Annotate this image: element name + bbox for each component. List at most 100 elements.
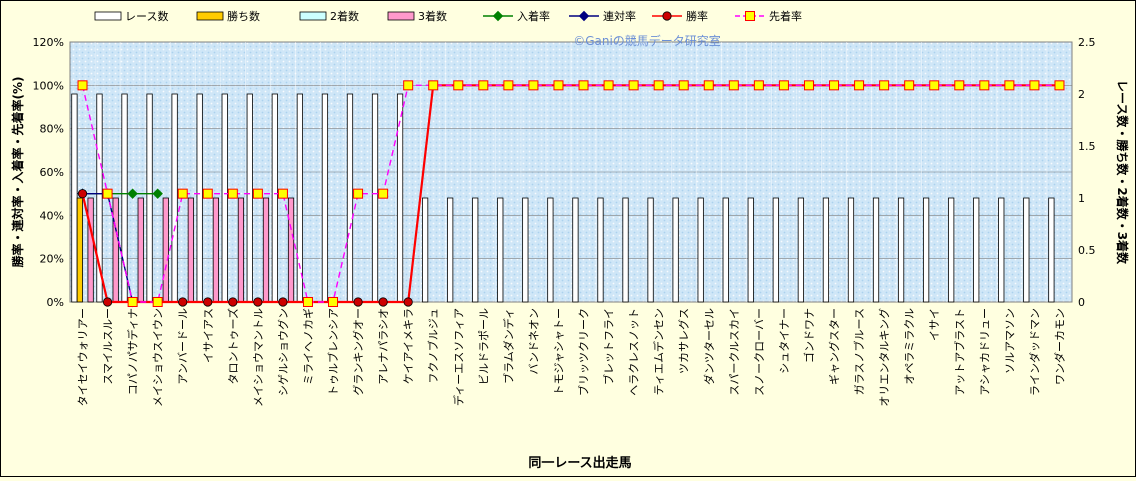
- bar: [622, 197, 629, 303]
- x-tick-label: アットアブラスト: [952, 308, 966, 396]
- bar: [897, 197, 905, 303]
- point: [929, 80, 940, 91]
- point: [662, 11, 672, 21]
- watermark: ©Ganiの競馬データ研究室: [573, 33, 721, 48]
- bars: [71, 93, 1055, 303]
- bar: [371, 93, 379, 303]
- point: [202, 188, 213, 199]
- y-right-tick-label: 1: [1078, 192, 1085, 205]
- legend-label: 勝ち数: [227, 9, 260, 23]
- x-tick-label: ディーエスソフィア: [451, 308, 465, 406]
- bar: [722, 197, 729, 303]
- x-tick-label: イサイアス: [202, 308, 215, 363]
- point: [503, 80, 514, 91]
- bar: [237, 197, 245, 303]
- legend-label: 先着率: [769, 9, 802, 23]
- x-tick-label: バンドネオン: [527, 308, 540, 375]
- x-tick-label: タイセイウォリアー: [77, 308, 90, 406]
- legend-swatch: [387, 11, 415, 21]
- legend-swatch: [94, 11, 122, 21]
- bar: [296, 93, 303, 303]
- point: [528, 80, 539, 91]
- point: [77, 80, 88, 91]
- point: [278, 297, 288, 307]
- point: [492, 10, 504, 22]
- bar: [121, 93, 128, 303]
- point: [102, 297, 113, 307]
- bar: [346, 93, 354, 303]
- point: [252, 188, 263, 199]
- x-tick-label: ヘラクレスノット: [628, 308, 641, 396]
- point: [152, 188, 163, 199]
- bar: [447, 197, 454, 303]
- point: [453, 80, 464, 91]
- bar: [146, 93, 153, 303]
- x-tick-label: ダンツターセル: [702, 308, 716, 385]
- y-left-tick-label: 80%: [40, 123, 64, 136]
- point: [378, 188, 389, 199]
- x-tick-label: トモジャシャトー: [552, 308, 565, 395]
- x-tick-label: トゥルブレンシア: [326, 308, 340, 396]
- point: [253, 297, 263, 307]
- bar: [262, 197, 270, 303]
- x-tick-label: アシャカドリュー: [978, 308, 991, 396]
- bar: [112, 197, 119, 303]
- y-right-tick-label: 2.5: [1078, 36, 1096, 49]
- point: [829, 80, 840, 91]
- point: [745, 11, 755, 21]
- x-tick-label: スパークルスカイ: [728, 308, 741, 396]
- point: [979, 80, 990, 91]
- x-tick-label: ミライヘノカギ: [302, 308, 315, 385]
- x-tick-label: シュタイナー: [778, 308, 791, 374]
- point: [603, 80, 614, 91]
- series-line: [81, 84, 1060, 303]
- legend-label: 勝率: [686, 9, 708, 23]
- y-axis-right-title: レース数・勝ち数・2着数・3着数: [1115, 80, 1130, 265]
- x-tick-label: ツカサレグス: [677, 308, 691, 374]
- x-tick-label: スマイルスルー: [102, 308, 115, 385]
- x-tick-label: イサイ: [928, 308, 941, 341]
- bar: [822, 197, 830, 303]
- bar: [522, 197, 529, 303]
- bar: [547, 197, 554, 303]
- bar: [772, 197, 779, 303]
- bar: [1048, 197, 1055, 303]
- x-tick-label: スノークローバー: [753, 308, 766, 396]
- axes: 0% 20% 40% 60% 80% 100% 120% 0 0.5 1 1.5 2 2.5 タイセイウォ…: [33, 36, 1096, 407]
- point: [177, 188, 188, 199]
- y-right-tick-label: 2: [1078, 88, 1085, 101]
- y-left-tick-label: 40%: [40, 209, 64, 222]
- x-tick-label: ソルアマソン: [1003, 308, 1016, 374]
- point: [478, 80, 489, 91]
- point: [728, 80, 739, 91]
- point: [353, 297, 363, 307]
- y-right-tick-label: 1.5: [1078, 140, 1096, 153]
- y-left-tick-label: 0%: [47, 296, 64, 309]
- bar: [597, 197, 604, 303]
- point: [678, 80, 689, 91]
- bar: [1023, 197, 1030, 303]
- legend: レース数 勝ち数 2着数 3着数 入着率 連対率 勝率 先着率: [94, 9, 802, 23]
- point: [778, 80, 789, 91]
- legend-swatch: [196, 11, 224, 21]
- x-axis-title: 同一レース出走馬: [528, 455, 631, 471]
- bar: [212, 197, 219, 303]
- x-tick-label: フクノブルジュ: [426, 308, 440, 384]
- y-left-tick-label: 20%: [40, 253, 64, 266]
- point: [1004, 80, 1015, 91]
- x-tick-label: タロントゥーズ: [226, 308, 240, 384]
- bar: [321, 93, 329, 303]
- x-tick-label: ケイアイメキラ: [402, 308, 415, 384]
- legend-label: 2着数: [330, 9, 359, 23]
- bar: [847, 197, 855, 303]
- point: [578, 10, 590, 22]
- point: [854, 80, 865, 91]
- point: [353, 188, 364, 199]
- bar: [998, 197, 1005, 303]
- point: [127, 297, 138, 307]
- bar: [472, 197, 479, 303]
- bar: [246, 93, 253, 303]
- bar: [422, 197, 429, 303]
- bar: [923, 197, 930, 303]
